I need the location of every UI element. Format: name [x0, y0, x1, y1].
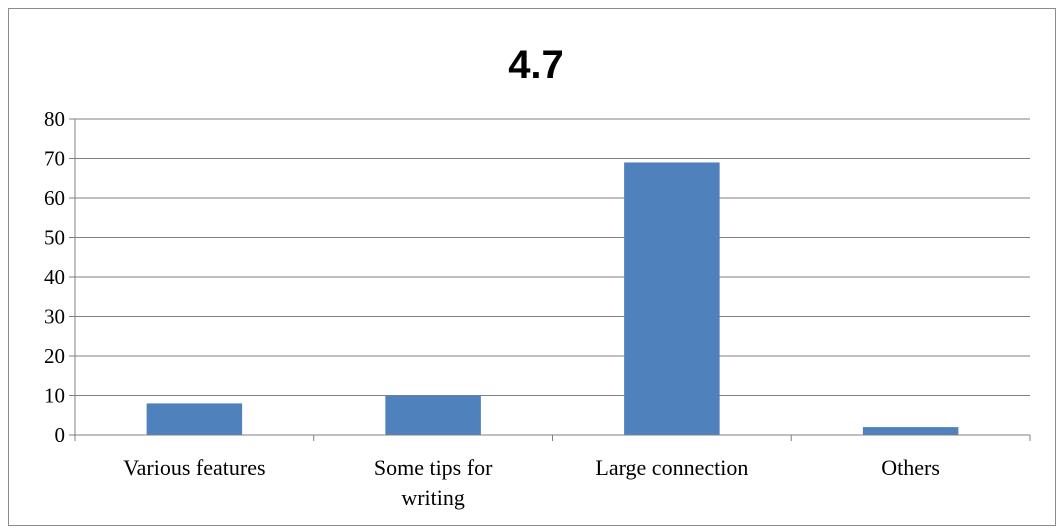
bar [862, 427, 959, 435]
axes [74, 119, 1031, 441]
y-tick-label: 50 [44, 226, 65, 250]
x-tick-label: Various features [123, 455, 265, 480]
gridlines [75, 118, 1030, 396]
y-tick-label: 80 [44, 107, 65, 131]
y-tick-label: 60 [44, 186, 65, 210]
bar [624, 162, 720, 435]
y-tick-label: 30 [44, 305, 65, 329]
x-tick-label: Large connection [595, 455, 748, 480]
chart-title: 4.7 [508, 43, 564, 87]
bars [146, 162, 959, 435]
x-axis-labels: Various features Some tips for writing Larg… [123, 455, 940, 510]
x-tick-label: Some tips for writing [374, 455, 493, 510]
y-tick-label: 0 [55, 423, 66, 447]
chart-frame [8, 8, 1056, 526]
y-tick-label: 20 [44, 344, 65, 368]
y-tick-label: 10 [44, 384, 65, 408]
y-tick-label: 40 [44, 265, 65, 289]
bar [385, 395, 481, 435]
x-tick-label: Others [881, 455, 940, 480]
y-axis-ticks: 0 10 20 30 40 50 60 70 80 [44, 107, 75, 447]
bar [146, 403, 243, 435]
y-tick-label: 70 [44, 147, 65, 171]
